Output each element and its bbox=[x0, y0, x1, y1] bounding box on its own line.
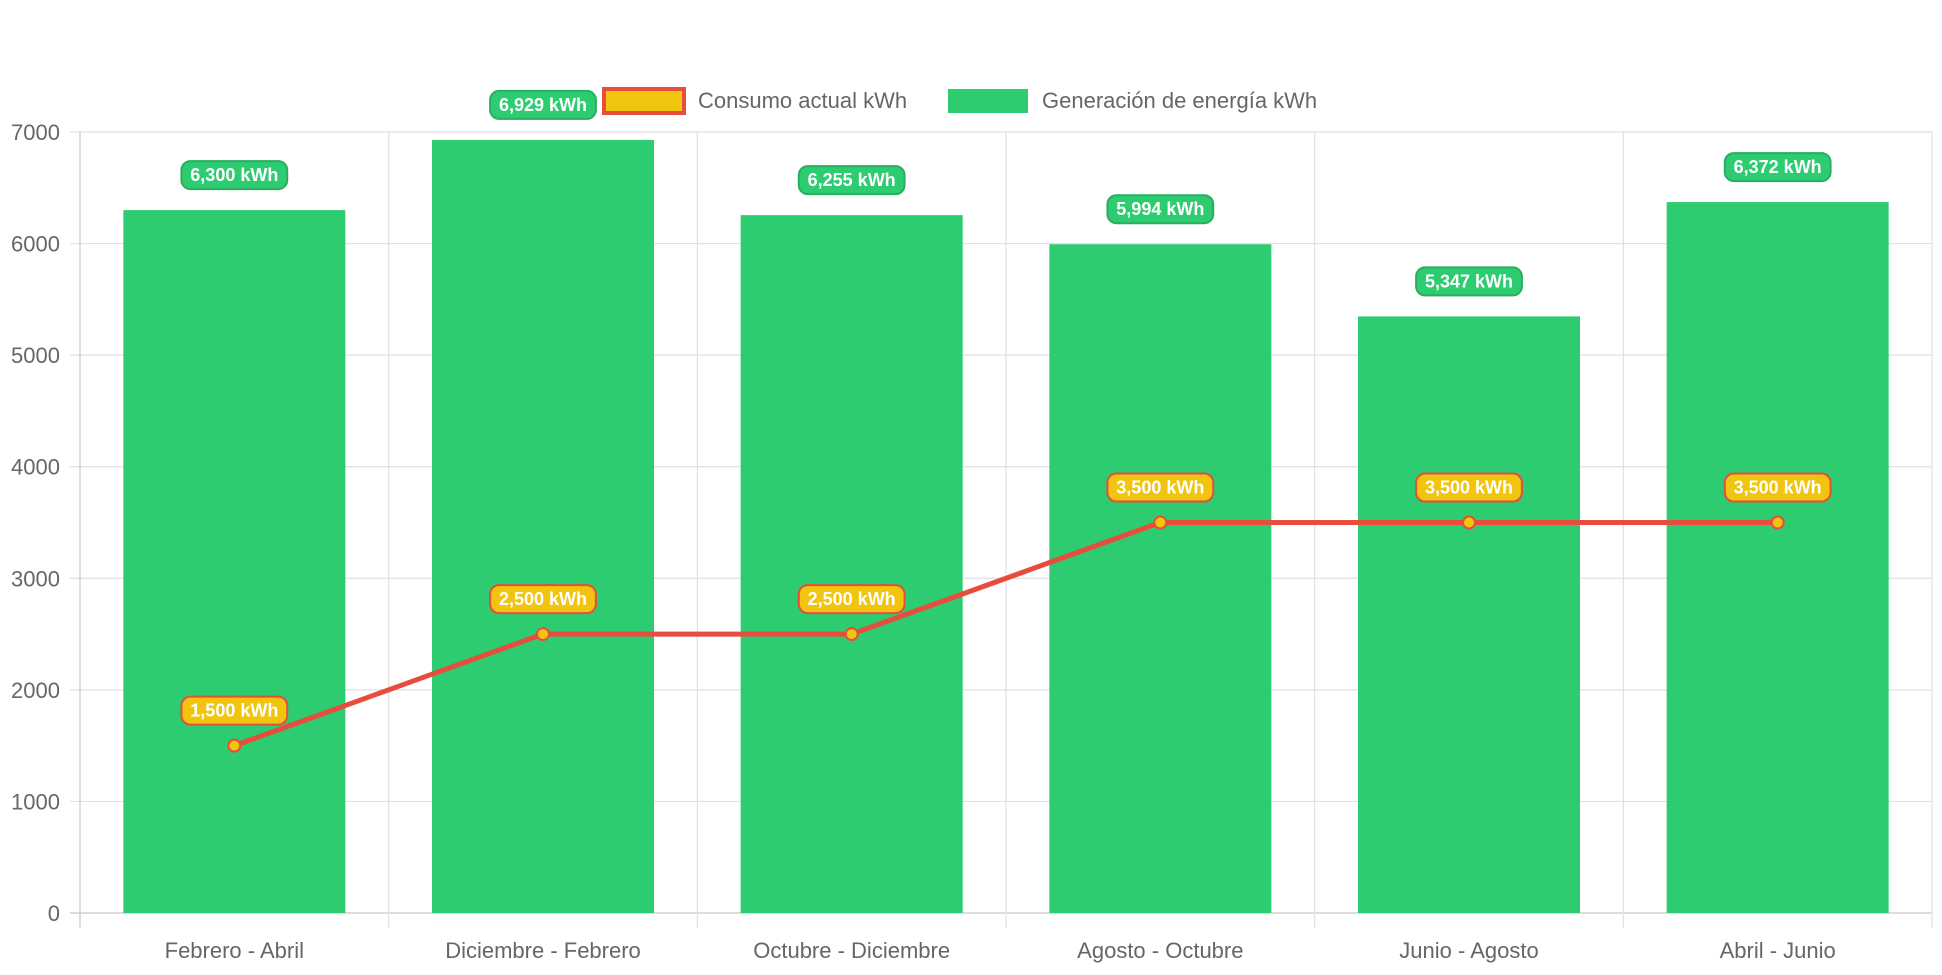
line-data-label-text: 3,500 kWh bbox=[1734, 478, 1822, 498]
line-data-label-text: 2,500 kWh bbox=[499, 589, 587, 609]
bar-data-label-text: 6,255 kWh bbox=[808, 170, 896, 190]
bar[interactable] bbox=[123, 210, 346, 914]
y-tick-label: 5000 bbox=[11, 343, 60, 368]
line-point[interactable] bbox=[1462, 515, 1476, 530]
bar-data-label: 6,929 kWh bbox=[489, 89, 597, 120]
line-data-label-text: 3,500 kWh bbox=[1116, 478, 1204, 498]
bar[interactable] bbox=[1358, 316, 1580, 913]
line-point[interactable] bbox=[1153, 515, 1168, 530]
bar-data-label-bg bbox=[1723, 152, 1832, 183]
line-data-label-text: 3,500 kWh bbox=[1425, 478, 1513, 498]
bar-data-label-bg bbox=[180, 160, 289, 191]
bar-data-label-text: 5,994 kWh bbox=[1116, 199, 1204, 219]
legend-item[interactable]: Consumo actual kWh bbox=[602, 87, 907, 115]
line-data-label: 3,500 kWh bbox=[1106, 472, 1215, 503]
x-tick-label: Febrero - Abril bbox=[165, 938, 304, 963]
line-layer bbox=[227, 515, 1785, 753]
bar-data-label-text: 5,347 kWh bbox=[1425, 271, 1513, 291]
axis-layer: 0 1000 2000 3000 4000 5000 6000 7000 Febrero - A… bbox=[11, 120, 1836, 963]
line-data-label: 1,500 kWh bbox=[180, 695, 289, 726]
y-tick-label: 1000 bbox=[11, 789, 60, 814]
line-data-label-bg bbox=[797, 584, 906, 615]
line-data-label: 3,500 kWh bbox=[1723, 472, 1832, 503]
line-data-label-text: 2,500 kWh bbox=[808, 589, 896, 609]
line-point[interactable] bbox=[844, 627, 859, 642]
y-tick-label: 3000 bbox=[11, 566, 60, 591]
legend-swatch bbox=[602, 87, 686, 115]
bar-data-label-bg bbox=[1106, 194, 1215, 225]
line-point[interactable] bbox=[227, 738, 242, 753]
y-tick-label: 4000 bbox=[11, 455, 60, 480]
x-tick-label: Diciembre - Febrero bbox=[445, 938, 641, 963]
bar-data-label-text: 6,300 kWh bbox=[190, 165, 278, 185]
line-data-label: 3,500 kWh bbox=[1415, 472, 1523, 503]
line-data-label-bg bbox=[1106, 472, 1215, 503]
line-point[interactable] bbox=[1770, 515, 1785, 530]
bar-data-label: 5,994 kWh bbox=[1106, 194, 1215, 225]
y-tick-label: 7000 bbox=[11, 120, 60, 145]
y-tick-label: 0 bbox=[48, 901, 60, 926]
line-data-label: 2,500 kWh bbox=[489, 584, 597, 615]
legend-label: Consumo actual kWh bbox=[698, 88, 907, 113]
bar[interactable] bbox=[740, 215, 963, 913]
line-data-label-bg bbox=[1415, 472, 1523, 503]
bar-data-label: 6,300 kWh bbox=[180, 160, 289, 191]
y-tick-label: 2000 bbox=[11, 678, 60, 703]
legend-label: Generación de energía kWh bbox=[1042, 88, 1317, 113]
legend-swatch bbox=[948, 89, 1028, 113]
bar[interactable] bbox=[432, 139, 654, 913]
bar-data-label-bg bbox=[797, 165, 906, 196]
bar-data-label-bg bbox=[489, 89, 597, 120]
line-data-label-text: 1,500 kWh bbox=[190, 701, 278, 721]
line-data-label-bg bbox=[180, 695, 289, 726]
legend-item[interactable]: Generación de energía kWh bbox=[948, 88, 1317, 113]
x-tick-label: Agosto - Octubre bbox=[1077, 938, 1243, 963]
y-tick-label: 6000 bbox=[11, 232, 60, 257]
bar-data-label-bg bbox=[1415, 266, 1523, 297]
x-tick-label: Junio - Agosto bbox=[1399, 938, 1538, 963]
bar[interactable] bbox=[1666, 202, 1889, 913]
line-data-label: 2,500 kWh bbox=[797, 584, 906, 615]
bar-data-label: 6,255 kWh bbox=[797, 165, 906, 196]
consumption-line bbox=[233, 520, 1778, 748]
line-data-label-bg bbox=[489, 584, 597, 615]
data-labels-layer: 6,300 kWh 6,929 kWh 6,255 kWh 5,994 kWh 5,34… bbox=[180, 89, 1832, 726]
bar[interactable] bbox=[1049, 244, 1272, 914]
legend: Consumo actual kWh Generación de energía … bbox=[602, 87, 1317, 115]
x-tick-label: Octubre - Diciembre bbox=[753, 938, 950, 963]
bar-data-label-text: 6,929 kWh bbox=[499, 95, 587, 115]
grid-layer bbox=[70, 131, 1933, 928]
bar-data-label-text: 6,372 kWh bbox=[1734, 157, 1822, 177]
bar-data-label: 6,372 kWh bbox=[1723, 152, 1832, 183]
x-tick-label: Abril - Junio bbox=[1720, 938, 1836, 963]
bars-layer bbox=[123, 139, 1889, 914]
line-point[interactable] bbox=[536, 627, 550, 642]
bar-data-label: 5,347 kWh bbox=[1415, 266, 1523, 297]
line-data-label-bg bbox=[1723, 472, 1832, 503]
